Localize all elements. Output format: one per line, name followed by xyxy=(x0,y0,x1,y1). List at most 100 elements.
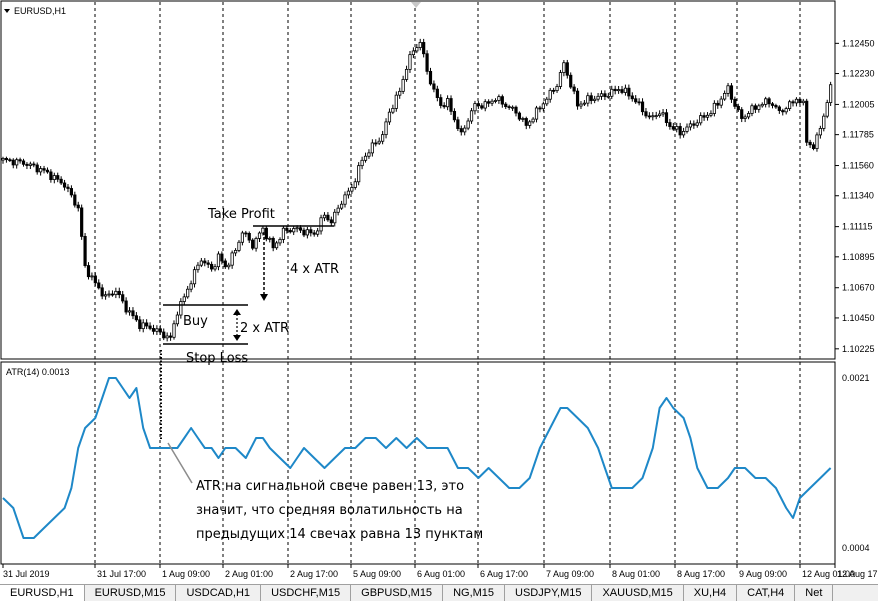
candle-body xyxy=(596,95,600,100)
candle-body xyxy=(377,140,381,144)
candle-body xyxy=(675,126,679,130)
atr-callout-pointer xyxy=(167,442,193,484)
main-chart-title: EURUSD,H1 xyxy=(14,6,66,16)
chart-menu-triangle-icon[interactable] xyxy=(4,9,10,13)
tab-eurusd-h1[interactable]: EURUSD,H1 xyxy=(0,585,85,601)
candle-body xyxy=(244,232,248,235)
candle-body xyxy=(288,230,292,233)
candle-body xyxy=(702,115,706,118)
candle-body xyxy=(825,102,829,117)
candle-body xyxy=(767,98,771,105)
candle-body xyxy=(8,159,12,162)
candle-body xyxy=(746,113,751,118)
tab-xauusd-m15[interactable]: XAUUSD,M15 xyxy=(592,585,684,601)
candle-body xyxy=(186,288,190,298)
tab-xu-h4[interactable]: XU,H4 xyxy=(684,585,738,601)
candle-body xyxy=(623,87,628,93)
candle-body xyxy=(627,87,631,97)
candle-body xyxy=(141,322,145,330)
y-tick-label: 1.10895 xyxy=(842,252,875,262)
atr-series-line xyxy=(2,377,832,539)
tab-ng-m15[interactable]: NG,M15 xyxy=(443,585,506,601)
candle-body xyxy=(709,113,713,116)
candle-body xyxy=(514,106,518,114)
candle-body xyxy=(254,238,258,249)
candle-body xyxy=(668,122,672,127)
x-tick-label: 9 Aug 09:00 xyxy=(739,569,787,579)
candle-body xyxy=(305,229,309,236)
candle-body xyxy=(138,319,142,330)
candle-body xyxy=(104,294,108,297)
candle-body xyxy=(230,252,234,266)
candle-body xyxy=(374,142,378,145)
candle-body xyxy=(603,93,607,97)
candle-body xyxy=(705,114,710,118)
candle-body xyxy=(110,293,115,296)
candle-body xyxy=(610,88,614,97)
candle-body xyxy=(329,219,333,224)
candle-body xyxy=(175,314,180,325)
candle-body xyxy=(811,144,816,149)
candle-body xyxy=(312,232,316,235)
candle-body xyxy=(445,98,450,108)
candle-body xyxy=(651,115,655,118)
candle-body xyxy=(822,115,826,129)
candle-body xyxy=(794,98,799,104)
candle-body xyxy=(333,211,337,224)
candle-body xyxy=(394,94,398,109)
x-tick-label: 8 Aug 17:00 xyxy=(677,569,725,579)
candle-body xyxy=(387,111,392,123)
tab-eurusd-m15[interactable]: EURUSD,M15 xyxy=(85,585,177,601)
candle-body xyxy=(237,241,241,251)
candle-body xyxy=(148,325,152,329)
x-tick-label: 5 Aug 09:00 xyxy=(353,569,401,579)
atr-annotation-line: ATR на сигнальной свече равен 13, это xyxy=(196,479,464,494)
candle-body xyxy=(42,168,46,171)
atr-pane-frame xyxy=(0,361,836,565)
candle-body xyxy=(829,84,833,103)
candle-body xyxy=(740,109,744,119)
candle-body xyxy=(25,163,29,166)
tab-usdjpy-m15[interactable]: USDJPY,M15 xyxy=(505,585,593,601)
candle-body xyxy=(216,253,221,268)
tab-cat-h4[interactable]: CAT,H4 xyxy=(737,585,796,601)
candle-body xyxy=(613,88,617,92)
tab-usdcad-h1[interactable]: USDCAD,H1 xyxy=(176,585,262,601)
candle-body xyxy=(480,105,484,109)
candle-body xyxy=(319,217,323,232)
candle-body xyxy=(422,42,426,55)
tab-net[interactable]: Net xyxy=(795,585,834,601)
y-tick-label: 1.10450 xyxy=(842,313,875,323)
candle-body xyxy=(114,290,118,296)
candle-body xyxy=(155,328,159,332)
candle-body xyxy=(363,155,368,161)
candle-body xyxy=(69,188,73,196)
candle-body xyxy=(295,227,299,230)
candle-body xyxy=(760,103,764,107)
symbol-tabs: EURUSD,H1 EURUSD,M15 USDCAD,H1 USDCHF,M15 GB… xyxy=(0,584,878,601)
x-tick-label: 12 Aug 17:00 xyxy=(837,569,878,579)
candle-body xyxy=(189,283,193,290)
candle-body xyxy=(801,100,805,104)
x-tick-label: 7 Aug 09:00 xyxy=(546,569,594,579)
candle-body xyxy=(401,79,405,92)
candle-body xyxy=(97,282,101,289)
x-tick-label: 2 Aug 17:00 xyxy=(290,569,338,579)
tp-arrow-head-icon xyxy=(260,294,268,301)
stop-loss-label: Stop Loss xyxy=(186,351,248,366)
candle-body xyxy=(620,89,624,93)
candle-body xyxy=(558,72,563,87)
candle-body xyxy=(1,157,5,161)
candle-body xyxy=(538,107,542,110)
candle-body xyxy=(661,112,665,115)
candle-body xyxy=(575,90,580,107)
candle-body xyxy=(411,50,416,56)
candle-body xyxy=(322,214,327,219)
candle-body xyxy=(117,290,121,296)
candle-body xyxy=(360,159,364,167)
candle-body xyxy=(548,89,552,100)
tab-gbpusd-m15[interactable]: GBPUSD,M15 xyxy=(351,585,444,601)
candle-body xyxy=(261,227,265,234)
tab-usdchf-m15[interactable]: USDCHF,M15 xyxy=(261,585,352,601)
scroll-marker-icon[interactable] xyxy=(411,2,421,8)
